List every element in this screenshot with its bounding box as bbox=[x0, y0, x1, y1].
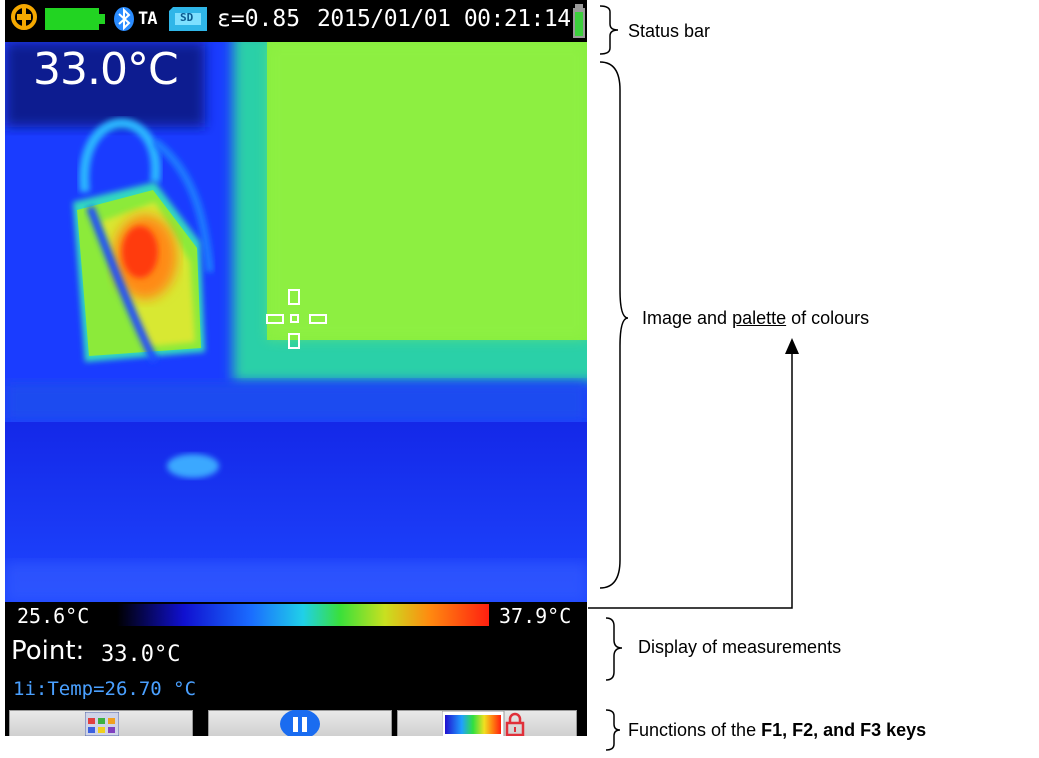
measurements-brace bbox=[605, 617, 623, 681]
palette-arrow-line bbox=[588, 352, 793, 609]
annotation-palette-word: palette bbox=[732, 308, 787, 328]
image-brace bbox=[599, 61, 629, 589]
f2-key-button[interactable] bbox=[208, 710, 392, 736]
annotation-image-palette: Image and palette of colours bbox=[642, 308, 869, 329]
main-temperature-readout: 33.0°C bbox=[33, 44, 179, 95]
annotation-image-prefix: Image and bbox=[642, 308, 733, 328]
annotation-functions-prefix: Functions of the bbox=[628, 720, 762, 740]
thermal-image: 33.0°C bbox=[5, 42, 587, 602]
palette-bar bbox=[117, 604, 489, 626]
function-keys-brace bbox=[605, 709, 621, 751]
f3-key-button[interactable] bbox=[397, 710, 577, 736]
annotation-function-keys: Functions of the F1, F2, and F3 keys bbox=[628, 720, 926, 741]
pause-icon bbox=[280, 710, 320, 736]
palette-max-label: 37.9°C bbox=[499, 604, 572, 628]
palette-min-label: 25.6°C bbox=[17, 604, 90, 628]
annotation-status-bar: Status bar bbox=[628, 21, 711, 41]
annotation-measurements: Display of measurements bbox=[638, 637, 842, 657]
grid-menu-icon bbox=[85, 712, 119, 736]
status-bar: TA SD ε=0.85 2015/01/01 00:21:14 bbox=[5, 0, 587, 42]
battery-small-icon bbox=[573, 4, 585, 43]
annotation-image-suffix: of colours bbox=[786, 308, 870, 328]
f1-key-button[interactable] bbox=[9, 710, 193, 736]
status-bar-brace bbox=[599, 5, 619, 55]
point-label: Point: bbox=[11, 636, 85, 666]
emissivity-readout: ε=0.85 bbox=[217, 6, 301, 32]
measurements-panel: 25.6°C 37.9°C Point: 33.0°C 1i:Temp=26.7… bbox=[5, 602, 587, 706]
datetime-readout: 2015/01/01 00:21:14 bbox=[317, 6, 571, 32]
palette-lock-icon bbox=[442, 711, 525, 736]
ta-icon: TA bbox=[138, 9, 158, 29]
palette-arrow-head bbox=[785, 338, 799, 354]
battery-icon bbox=[45, 8, 109, 35]
power-icon bbox=[9, 2, 39, 37]
sd-card-label: SD bbox=[180, 11, 194, 24]
annotation-functions-keys: F1, F2, and F3 keys bbox=[761, 720, 927, 740]
device-screen: TA SD ε=0.85 2015/01/01 00:21:14 bbox=[5, 0, 587, 736]
point-value: 33.0°C bbox=[101, 642, 181, 667]
thermal-image-graphic bbox=[5, 42, 587, 602]
bluetooth-icon bbox=[113, 6, 135, 37]
sd-card-icon bbox=[169, 7, 207, 36]
function-keys-bar bbox=[5, 706, 587, 736]
temperature-line: 1i:Temp=26.70 °C bbox=[13, 678, 197, 700]
crosshair-icon bbox=[266, 289, 327, 349]
